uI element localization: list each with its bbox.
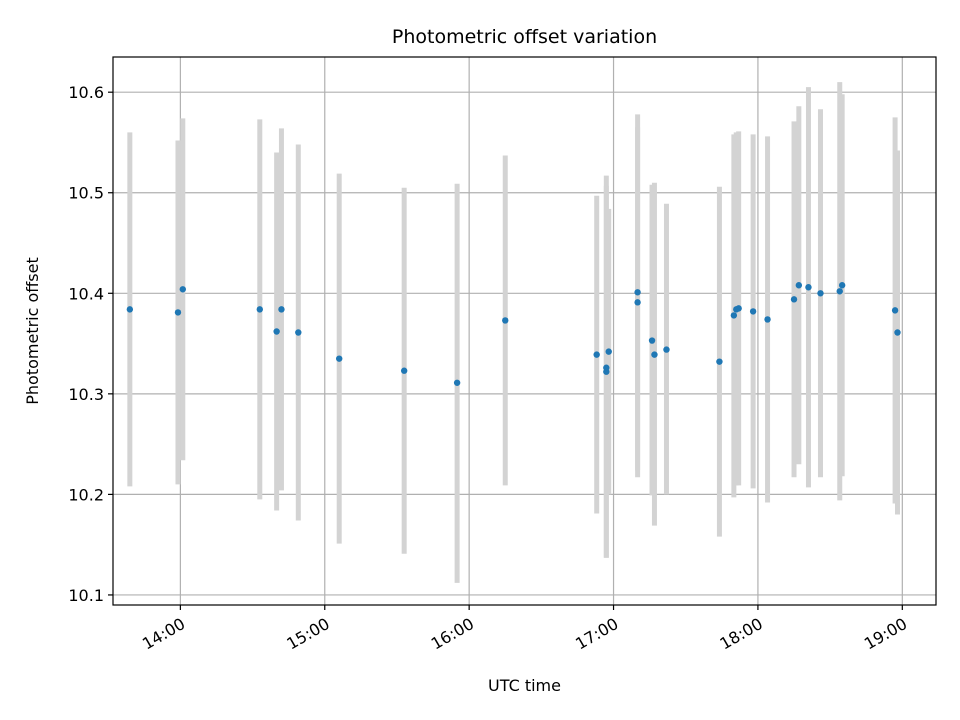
data-point (400, 367, 408, 374)
data-point (648, 337, 656, 344)
data-point (838, 282, 846, 289)
y-tick-label: 10.2 (68, 485, 104, 504)
data-point (716, 358, 723, 365)
data-point (651, 351, 658, 358)
data-points (126, 282, 901, 386)
y-tick-label: 10.5 (68, 184, 104, 203)
data-point (805, 284, 812, 291)
data-point (273, 328, 280, 335)
data-point (634, 289, 641, 296)
data-point (730, 312, 738, 319)
data-point (735, 305, 742, 312)
data-point (126, 306, 134, 313)
x-axis-label: UTC time (488, 676, 561, 695)
y-tick-label: 10.3 (68, 385, 104, 404)
y-tick-label: 10.1 (68, 586, 104, 605)
data-point (790, 296, 798, 303)
data-point (891, 307, 899, 314)
data-point (764, 316, 771, 323)
data-point (795, 282, 803, 289)
data-point (295, 329, 302, 336)
data-point (502, 317, 509, 324)
data-point (894, 329, 901, 336)
data-point (256, 306, 263, 313)
data-point (174, 309, 182, 316)
data-point (336, 355, 343, 362)
y-tick-label: 10.6 (68, 83, 104, 102)
data-point (749, 308, 757, 315)
data-point (663, 346, 670, 353)
data-point (817, 290, 824, 297)
data-point (836, 288, 843, 295)
data-point (278, 306, 285, 313)
y-axis-label: Photometric offset (23, 257, 42, 405)
data-point (593, 351, 600, 358)
data-point (453, 379, 461, 386)
data-point (179, 286, 186, 293)
y-axis-ticks: 10.1 10.2 10.3 10.4 10.5 10.6 (68, 83, 113, 605)
data-point (634, 299, 641, 306)
data-point (603, 364, 610, 371)
data-point (605, 348, 612, 355)
plot-frame (112, 56, 937, 606)
y-tick-label: 10.4 (68, 284, 104, 303)
chart-title: Photometric offset variation (392, 26, 657, 48)
